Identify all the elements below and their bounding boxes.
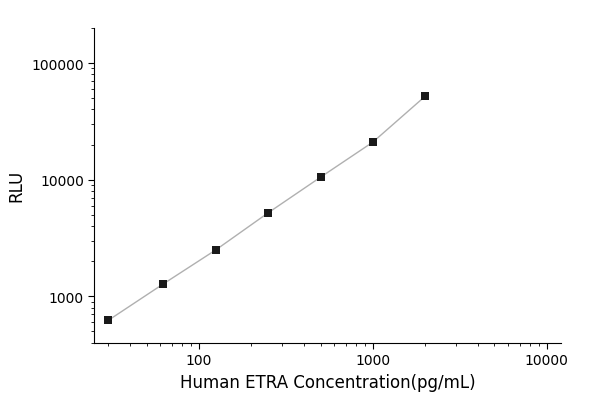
Point xyxy=(103,317,113,324)
Point xyxy=(421,94,430,100)
X-axis label: Human ETRA Concentration(pg/mL): Human ETRA Concentration(pg/mL) xyxy=(179,373,476,391)
Point xyxy=(316,174,325,181)
Point xyxy=(158,281,168,288)
Point xyxy=(368,140,378,146)
Point xyxy=(264,210,273,216)
Point xyxy=(211,247,221,254)
Y-axis label: RLU: RLU xyxy=(8,170,26,202)
